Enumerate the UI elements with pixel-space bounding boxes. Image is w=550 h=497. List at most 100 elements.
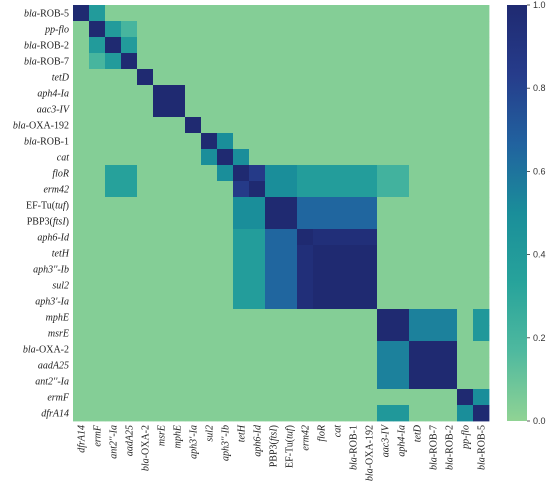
heatmap-cell (217, 309, 234, 326)
heatmap-cell (329, 213, 346, 230)
heatmap-cell (249, 53, 266, 70)
x-tick-label: sul2 (205, 425, 216, 442)
heatmap-cell (441, 325, 458, 342)
heatmap-cell (409, 149, 426, 166)
x-tick-label: tetH (237, 424, 248, 442)
heatmap-cell (361, 149, 378, 166)
x-tick-label: bla-ROB-5 (477, 425, 488, 470)
heatmap-cell (313, 277, 330, 294)
x-tick-label: bla-ROB-1 (349, 425, 360, 470)
heatmap-cell (265, 149, 282, 166)
heatmap-cell (377, 325, 394, 342)
heatmap-cell (393, 21, 410, 38)
heatmap-cell (297, 5, 314, 22)
heatmap-cell (329, 277, 346, 294)
heatmap-cell (361, 85, 378, 102)
heatmap-cell (217, 293, 234, 310)
heatmap-cell (393, 325, 410, 342)
heatmap-cell (345, 245, 362, 262)
heatmap-cell (473, 309, 490, 326)
heatmap-cell (249, 261, 266, 278)
heatmap-cell (249, 37, 266, 54)
heatmap-cell (441, 37, 458, 54)
heatmap-cell (233, 405, 250, 422)
heatmap-cell (313, 69, 330, 86)
heatmap-cell (265, 309, 282, 326)
heatmap-cell (265, 373, 282, 390)
heatmap-cell (185, 277, 202, 294)
heatmap-cell (73, 133, 90, 150)
heatmap-cell (425, 261, 442, 278)
heatmap-cell (313, 405, 330, 422)
heatmap-cell (265, 405, 282, 422)
heatmap-cell (89, 165, 106, 182)
heatmap-cell (201, 261, 218, 278)
heatmap-cell (217, 325, 234, 342)
heatmap-cell (425, 389, 442, 406)
heatmap-cell (73, 325, 90, 342)
heatmap-cell (441, 53, 458, 70)
heatmap-cell (265, 21, 282, 38)
heatmap-cell (73, 245, 90, 262)
heatmap-cell (105, 133, 122, 150)
heatmap-cell (393, 197, 410, 214)
heatmap-cell (457, 149, 474, 166)
heatmap-cell (201, 341, 218, 358)
heatmap-cell (121, 213, 138, 230)
heatmap-cell (217, 245, 234, 262)
heatmap-cell (153, 165, 170, 182)
heatmap-cell (457, 373, 474, 390)
heatmap-cell (249, 341, 266, 358)
heatmap-cell (361, 133, 378, 150)
heatmap-cell (297, 85, 314, 102)
y-tick-label: ermF (47, 393, 70, 404)
heatmap-cell (121, 309, 138, 326)
heatmap-cell (345, 341, 362, 358)
heatmap-cell (137, 197, 154, 214)
heatmap-cell (73, 309, 90, 326)
heatmap-cell (441, 245, 458, 262)
heatmap-cell (313, 133, 330, 150)
heatmap-cell (73, 101, 90, 118)
heatmap-cell (457, 85, 474, 102)
heatmap-cell (217, 5, 234, 22)
heatmap-cell (89, 309, 106, 326)
y-tick-label: ant2''-Ia (35, 377, 69, 388)
heatmap-cell (89, 357, 106, 374)
heatmap-cell (169, 117, 186, 134)
heatmap-cell (281, 133, 298, 150)
heatmap-cell (457, 389, 474, 406)
heatmap-cell (473, 117, 490, 134)
heatmap-cell (297, 325, 314, 342)
x-tick-label: pp-flo (461, 425, 472, 450)
heatmap-cell (393, 309, 410, 326)
heatmap-cell (105, 117, 122, 134)
heatmap-cell (249, 133, 266, 150)
heatmap-cell (313, 213, 330, 230)
colorbar-gradient (507, 5, 527, 421)
heatmap-cell (121, 101, 138, 118)
heatmap-cell (73, 261, 90, 278)
heatmap-cell (153, 53, 170, 70)
colorbar-tick-label: 0.0 (533, 416, 546, 426)
heatmap-cell (313, 101, 330, 118)
heatmap-cell (281, 85, 298, 102)
heatmap-cell (409, 117, 426, 134)
heatmap-cell (153, 309, 170, 326)
heatmap-cell (425, 405, 442, 422)
heatmap-cell (105, 405, 122, 422)
heatmap-cell (457, 405, 474, 422)
heatmap-cell (89, 197, 106, 214)
heatmap-cell (105, 197, 122, 214)
heatmap-cell (329, 229, 346, 246)
heatmap-cell (409, 133, 426, 150)
heatmap-cell (249, 389, 266, 406)
heatmap-cell (313, 181, 330, 198)
y-tick-label: bla-ROB-1 (24, 137, 69, 148)
heatmap-cell (425, 213, 442, 230)
heatmap-cell (121, 133, 138, 150)
heatmap-cell (153, 117, 170, 134)
heatmap-cell (217, 21, 234, 38)
heatmap-cell (169, 261, 186, 278)
